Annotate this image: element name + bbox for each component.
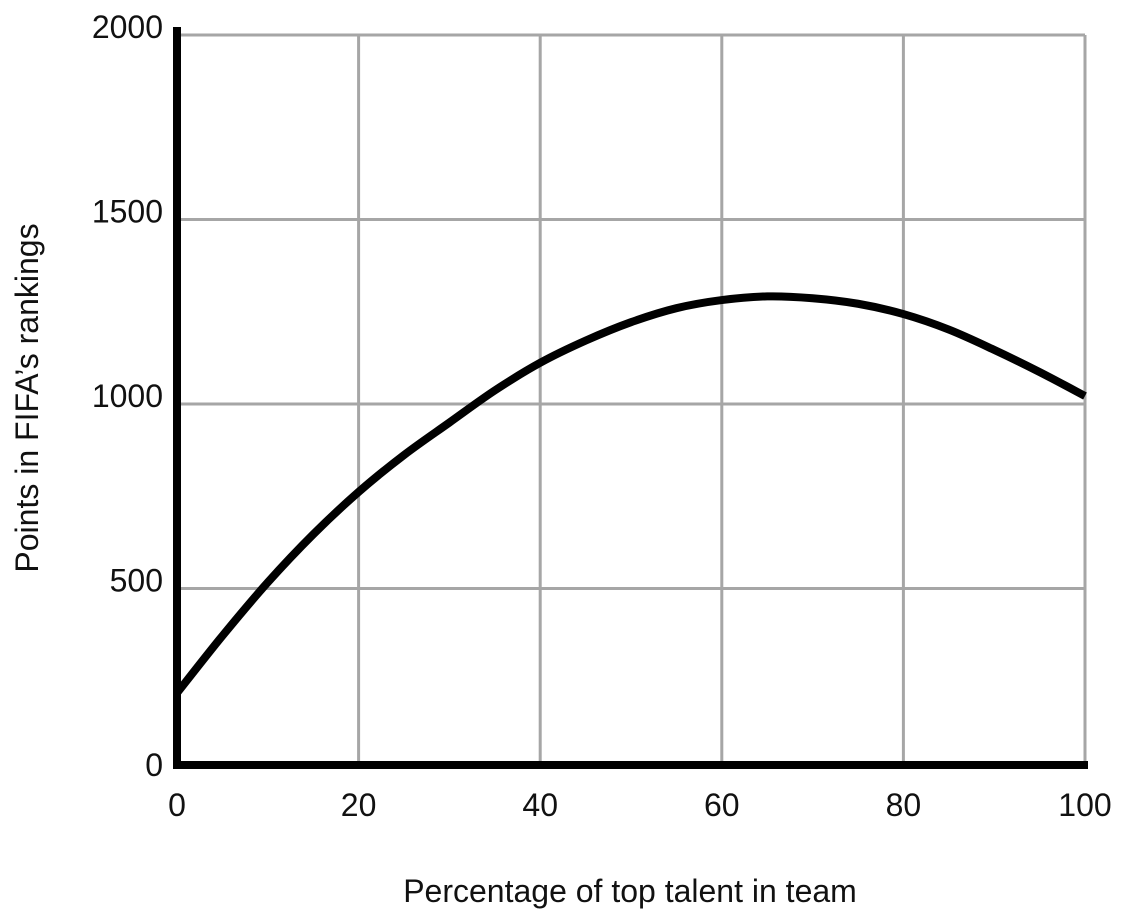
x-tick-label-20: 20 xyxy=(341,787,377,823)
y-tick-label-1500: 1500 xyxy=(92,194,163,230)
x-tick-label-100: 100 xyxy=(1058,787,1111,823)
x-axis-title: Percentage of top talent in team xyxy=(403,873,857,909)
x-tick-label-80: 80 xyxy=(886,787,922,823)
x-tick-label-60: 60 xyxy=(704,787,740,823)
axes xyxy=(173,27,1088,769)
y-tick-label-2000: 2000 xyxy=(92,9,163,45)
series-line-0 xyxy=(173,292,1087,696)
y-axis-title: Points in FIFA’s rankings xyxy=(9,223,45,572)
y-tick-label-1000: 1000 xyxy=(92,378,163,414)
x-tick-label-40: 40 xyxy=(522,787,558,823)
y-tick-label-0: 0 xyxy=(145,747,163,783)
series-lines xyxy=(173,292,1087,696)
y-tick-label-500: 500 xyxy=(110,563,163,599)
x-tick-label-0: 0 xyxy=(168,787,186,823)
grid-lines xyxy=(177,33,1087,765)
